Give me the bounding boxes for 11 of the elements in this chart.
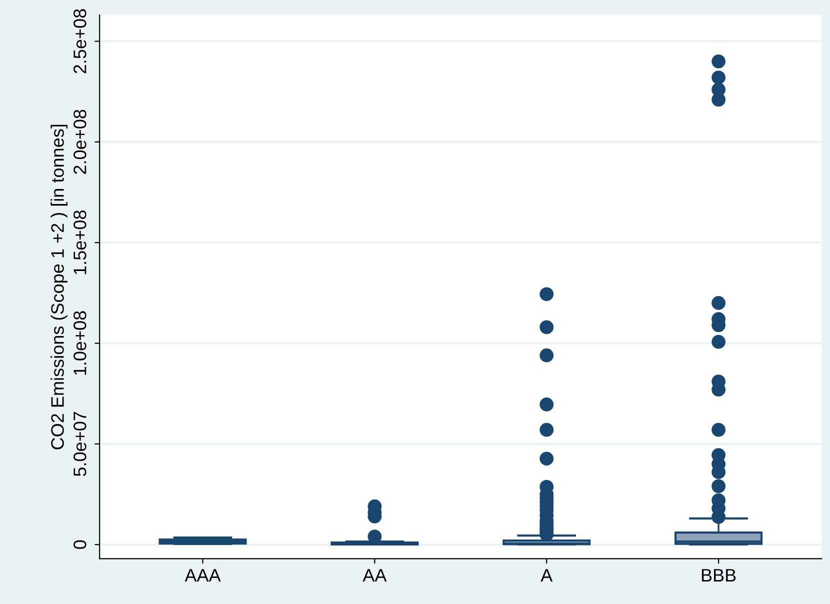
x-tick-label: AA bbox=[362, 569, 387, 582]
y-tick-label: 0 bbox=[74, 540, 86, 549]
x-tick-label: AAA bbox=[184, 569, 221, 582]
y-axis-title: CO2 Emissions (Scope 1 +2 ) [in tonnes] bbox=[50, 124, 68, 450]
y-tick-label: 1.0e+08 bbox=[74, 311, 86, 375]
x-tick-label: A bbox=[540, 569, 553, 582]
y-tick-label: 1.5e+08 bbox=[74, 210, 86, 274]
x-tick-label: BBB bbox=[702, 569, 736, 582]
y-tick-label: 2.0e+08 bbox=[74, 110, 86, 174]
y-tick-label: 2.5e+08 bbox=[74, 9, 86, 74]
y-tick-label: 5.0e+07 bbox=[74, 412, 86, 476]
